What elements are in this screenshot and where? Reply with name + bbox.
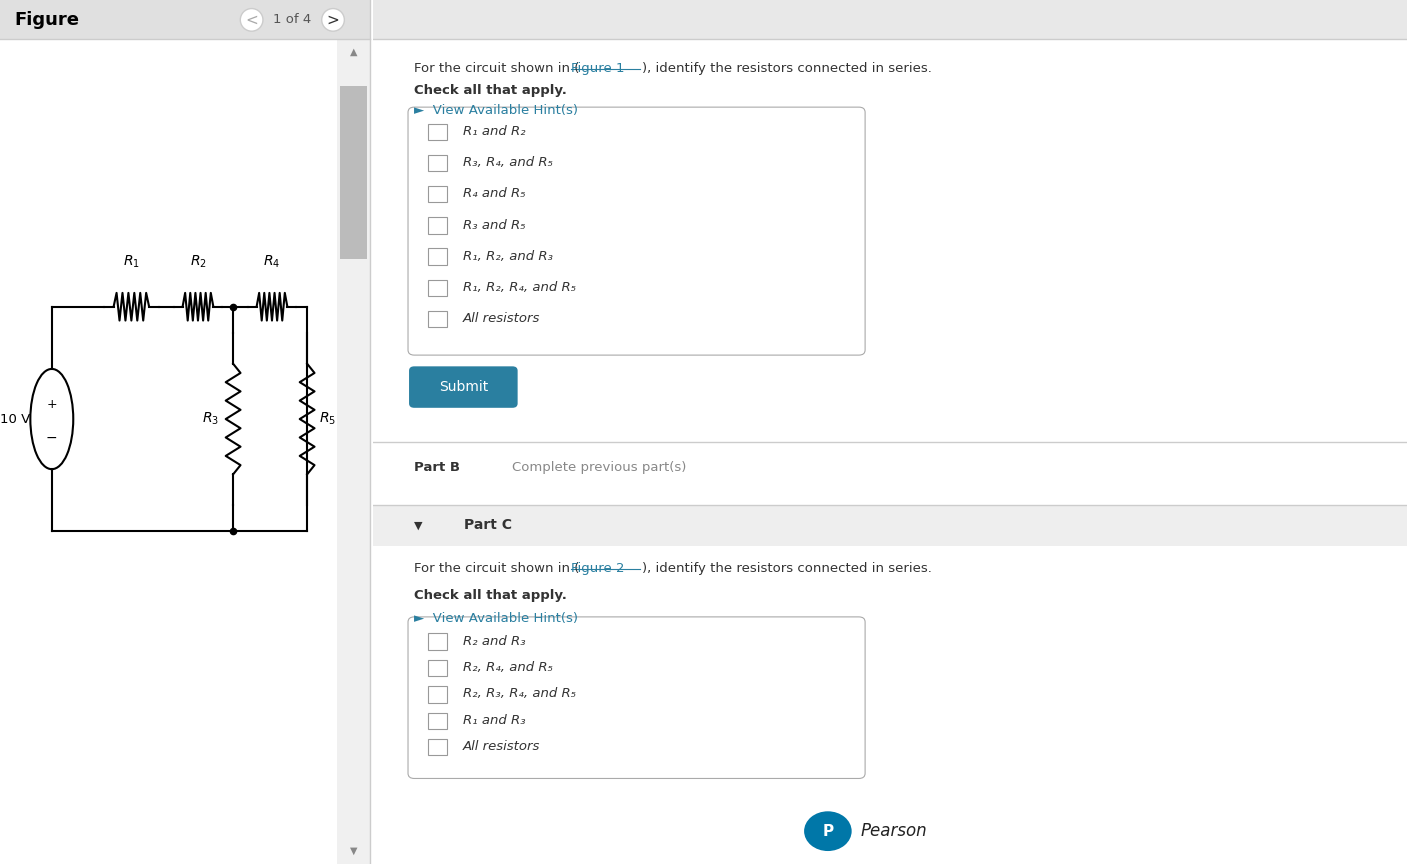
FancyBboxPatch shape: [428, 713, 447, 729]
Text: R₂, R₄, and R₅: R₂, R₄, and R₅: [463, 661, 553, 674]
Text: Complete previous part(s): Complete previous part(s): [512, 461, 687, 474]
Text: R₄ and R₅: R₄ and R₅: [463, 187, 525, 200]
Text: All resistors: All resistors: [463, 740, 540, 753]
FancyBboxPatch shape: [373, 505, 1407, 546]
FancyBboxPatch shape: [409, 366, 518, 408]
Text: P: P: [822, 823, 833, 839]
Text: For the circuit shown in (: For the circuit shown in (: [414, 62, 580, 75]
Text: ▲: ▲: [349, 47, 357, 57]
FancyBboxPatch shape: [428, 686, 447, 702]
Text: ), identify the resistors connected in series.: ), identify the resistors connected in s…: [642, 562, 931, 575]
FancyBboxPatch shape: [428, 739, 447, 755]
Text: R₁, R₂, R₄, and R₅: R₁, R₂, R₄, and R₅: [463, 281, 575, 294]
Text: $R_5$: $R_5$: [319, 411, 336, 427]
Text: 10 V: 10 V: [0, 412, 30, 426]
Text: Figure: Figure: [15, 11, 80, 29]
Text: ▼: ▼: [349, 846, 357, 856]
Text: R₁ and R₃: R₁ and R₃: [463, 714, 525, 727]
Text: All resistors: All resistors: [463, 312, 540, 325]
Text: Part C: Part C: [464, 518, 512, 532]
Text: <: <: [245, 12, 257, 28]
Text: $R_2$: $R_2$: [190, 254, 207, 270]
Text: $R_3$: $R_3$: [203, 411, 219, 427]
FancyBboxPatch shape: [428, 249, 447, 265]
Text: Figure 2: Figure 2: [571, 562, 625, 575]
Text: 1 of 4: 1 of 4: [273, 13, 311, 27]
Text: Check all that apply.: Check all that apply.: [414, 84, 567, 97]
FancyBboxPatch shape: [339, 86, 367, 259]
Text: ►  View Available Hint(s): ► View Available Hint(s): [414, 104, 578, 117]
Text: R₃, R₄, and R₅: R₃, R₄, and R₅: [463, 156, 553, 169]
FancyBboxPatch shape: [428, 633, 447, 650]
FancyBboxPatch shape: [428, 311, 447, 327]
Text: For the circuit shown in (: For the circuit shown in (: [414, 562, 580, 575]
Text: ), identify the resistors connected in series.: ), identify the resistors connected in s…: [642, 62, 931, 75]
Text: ►  View Available Hint(s): ► View Available Hint(s): [414, 612, 578, 625]
FancyBboxPatch shape: [428, 660, 447, 677]
FancyBboxPatch shape: [408, 617, 865, 778]
FancyBboxPatch shape: [428, 124, 447, 140]
FancyBboxPatch shape: [428, 280, 447, 296]
Text: >: >: [326, 12, 339, 28]
Circle shape: [803, 811, 851, 851]
Text: $R_1$: $R_1$: [122, 254, 139, 270]
FancyBboxPatch shape: [373, 0, 1407, 39]
FancyBboxPatch shape: [428, 217, 447, 233]
FancyBboxPatch shape: [408, 107, 865, 355]
FancyBboxPatch shape: [428, 155, 447, 171]
Text: R₁ and R₂: R₁ and R₂: [463, 124, 525, 138]
Text: ▼: ▼: [414, 520, 422, 530]
FancyBboxPatch shape: [336, 39, 370, 864]
Text: Figure 1: Figure 1: [571, 62, 625, 75]
Text: $R_4$: $R_4$: [263, 254, 280, 270]
Text: −: −: [46, 431, 58, 445]
Text: R₃ and R₅: R₃ and R₅: [463, 219, 525, 232]
Text: R₁, R₂, and R₃: R₁, R₂, and R₃: [463, 250, 553, 263]
FancyBboxPatch shape: [428, 186, 447, 202]
Text: Part B: Part B: [414, 461, 460, 474]
Text: Pearson: Pearson: [861, 823, 927, 840]
FancyBboxPatch shape: [0, 0, 370, 39]
Text: +: +: [46, 397, 58, 411]
Text: R₂, R₃, R₄, and R₅: R₂, R₃, R₄, and R₅: [463, 688, 575, 701]
Text: Check all that apply.: Check all that apply.: [414, 589, 567, 602]
Text: R₂ and R₃: R₂ and R₃: [463, 634, 525, 648]
Text: Submit: Submit: [439, 380, 488, 394]
